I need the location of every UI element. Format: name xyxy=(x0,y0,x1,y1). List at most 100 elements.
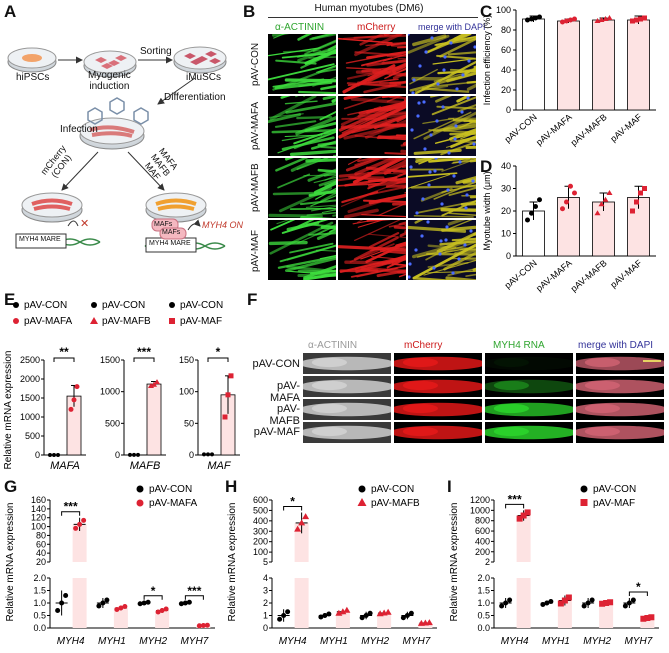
y-tick-label: 1500 xyxy=(20,393,40,403)
micrograph-cell xyxy=(408,96,476,156)
data-point xyxy=(540,602,546,607)
micrograph-fiber xyxy=(270,220,296,231)
y-tick-label: 2.0 xyxy=(477,573,490,583)
bar xyxy=(627,19,650,111)
micrograph-fiber xyxy=(423,259,476,276)
nucleus-dot xyxy=(433,169,437,173)
micrograph-fiber xyxy=(392,71,406,80)
micrograph-fiber xyxy=(338,182,380,187)
nucleus-dot xyxy=(427,183,431,187)
micrograph-fiber xyxy=(436,54,476,60)
myotube-highlight xyxy=(493,426,529,437)
label-differentiation: Differentiation xyxy=(164,92,226,103)
bar-upper xyxy=(72,524,87,562)
micrograph-fiber xyxy=(339,255,406,273)
data-point xyxy=(71,397,77,403)
y-tick-label: 20 xyxy=(501,206,511,216)
legend-marker xyxy=(13,318,19,324)
micrograph-fiber xyxy=(353,236,399,261)
micrograph-fibers xyxy=(408,220,476,280)
nucleus-dot xyxy=(414,248,418,252)
micrograph-fiber xyxy=(350,97,406,105)
micrograph-fiber xyxy=(308,56,336,59)
nucleus-dot xyxy=(473,45,476,49)
micrograph-fiber xyxy=(273,34,286,39)
gene-label: MAFB xyxy=(130,460,161,472)
data-point xyxy=(128,452,132,457)
micrograph-fiber xyxy=(310,140,336,150)
micrograph-fiber xyxy=(269,96,317,121)
micrograph-fiber xyxy=(412,237,476,259)
y-tick-label: 300 xyxy=(253,526,268,536)
micrograph-fiber xyxy=(315,249,336,252)
data-point xyxy=(606,190,613,195)
y-tick-label: 0.5 xyxy=(33,611,46,621)
y-tick-label: 1.5 xyxy=(477,586,490,596)
micrograph-fiber xyxy=(315,223,336,236)
data-point xyxy=(606,15,613,20)
micrograph-fiber xyxy=(414,85,449,92)
data-point xyxy=(55,608,61,613)
label-infection: Infection xyxy=(60,124,98,135)
micrograph-fiber xyxy=(388,223,406,228)
data-point xyxy=(622,603,628,609)
myotube-highlight xyxy=(311,380,347,391)
data-point xyxy=(568,17,573,23)
nucleus-dot xyxy=(457,257,461,261)
bar-lower xyxy=(294,578,309,628)
micrograph-fiber xyxy=(412,243,476,280)
nucleus-dot xyxy=(465,193,469,197)
y-tick-label: 50 xyxy=(184,418,194,428)
y-axis-label: Relative mRNA expression xyxy=(5,503,16,622)
data-point xyxy=(648,614,655,621)
legend-marker xyxy=(357,498,367,506)
data-point xyxy=(145,599,151,605)
micrograph-fiber xyxy=(313,181,336,195)
micrograph-fiber xyxy=(282,50,322,53)
micrograph-fiber xyxy=(435,96,453,103)
micrograph-fiber xyxy=(441,225,476,232)
micrograph-fiber xyxy=(448,186,476,197)
bar-upper xyxy=(516,515,531,562)
data-point xyxy=(557,600,564,607)
y-axis-label: Relative mRNA expression xyxy=(3,351,14,470)
micrograph-fiber xyxy=(293,128,336,145)
data-point xyxy=(155,609,161,615)
significance-stars: * xyxy=(151,584,156,598)
data-point xyxy=(384,608,392,615)
micrograph-fiber xyxy=(285,102,336,114)
bar xyxy=(155,610,170,628)
panel-letter-e: E xyxy=(4,290,16,309)
y-tick-label: 1000 xyxy=(470,505,490,515)
micrograph-cell xyxy=(485,399,573,420)
micrograph-fiber xyxy=(296,115,333,120)
data-point xyxy=(137,601,143,607)
data-point xyxy=(642,186,647,191)
nucleus-dot xyxy=(458,160,462,164)
micrograph-fiber xyxy=(391,263,406,267)
significance-stars: ** xyxy=(59,345,69,359)
micrograph-fiber xyxy=(354,51,403,57)
micrograph-fibers xyxy=(268,158,336,218)
bar-upper xyxy=(294,522,309,562)
nucleus-dot xyxy=(447,151,451,155)
micrograph-fiber xyxy=(317,68,336,74)
legend-marker xyxy=(90,317,98,324)
micrograph-fiber xyxy=(392,63,406,74)
micrograph-fiber xyxy=(388,80,406,88)
data-point xyxy=(560,206,565,212)
micrograph-fiber xyxy=(441,199,476,217)
data-point xyxy=(178,601,184,607)
micrograph-fibers xyxy=(338,96,406,155)
myotube-band xyxy=(485,356,573,371)
data-point xyxy=(222,414,228,420)
nucleus-dot xyxy=(424,50,428,54)
nucleus-dot xyxy=(409,165,413,169)
data-point xyxy=(182,600,188,606)
legend-label: pAV-CON xyxy=(149,484,192,495)
data-point xyxy=(294,525,302,532)
y-tick-label: 40 xyxy=(501,161,511,171)
significance-stars: *** xyxy=(137,345,151,359)
micrograph-cell xyxy=(576,353,664,374)
